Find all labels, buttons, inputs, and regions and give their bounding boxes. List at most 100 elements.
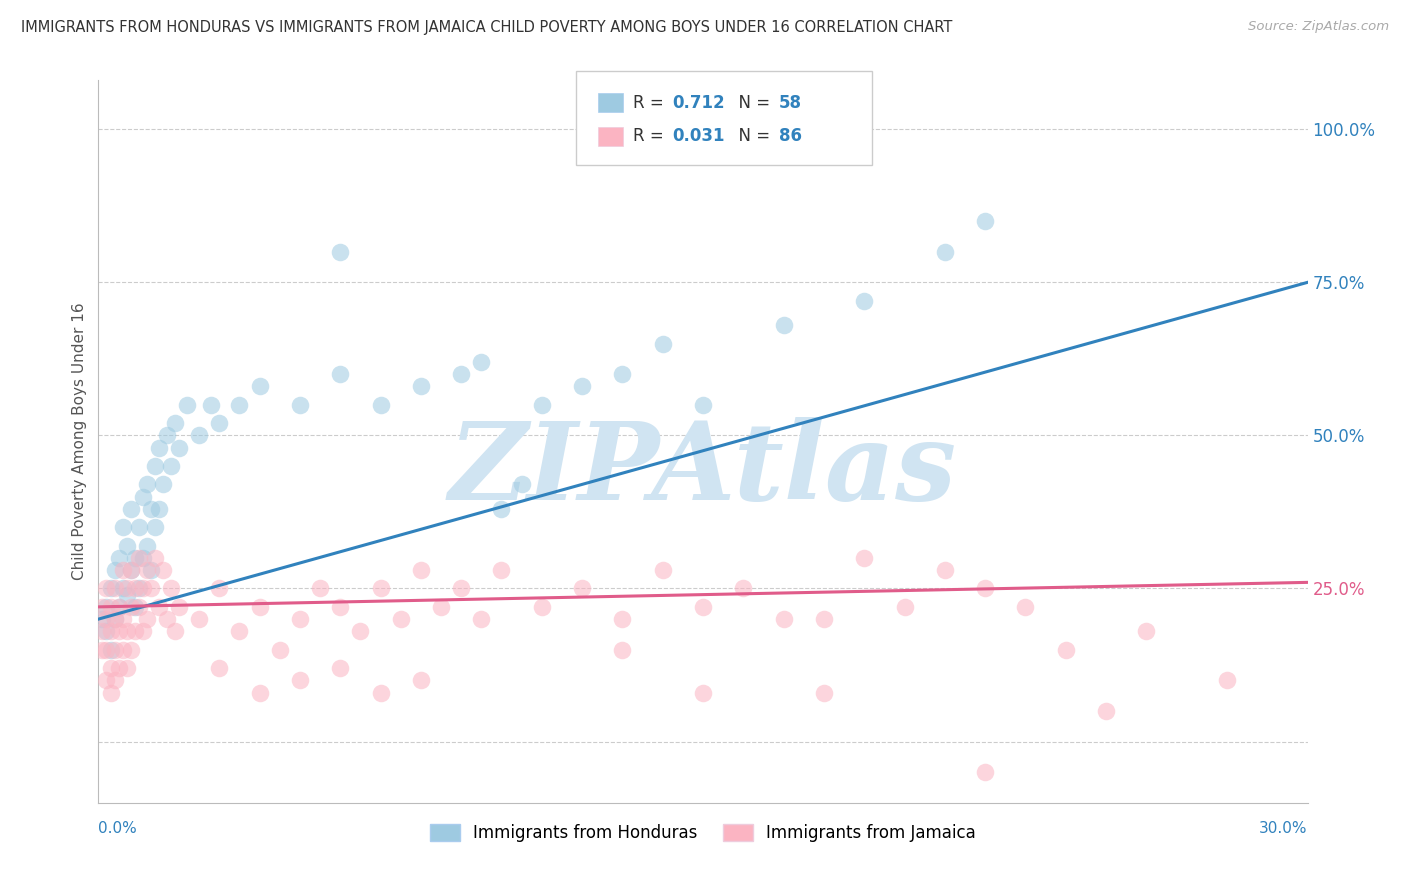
Point	[450, 367, 472, 381]
Y-axis label: Child Poverty Among Boys Under 16: Child Poverty Among Boys Under 16	[72, 302, 87, 581]
Point	[100, 599, 122, 614]
Text: 0.712: 0.712	[672, 94, 724, 112]
Point	[167, 599, 190, 614]
Point	[370, 582, 392, 596]
Point	[128, 599, 150, 614]
Point	[96, 624, 118, 639]
Point	[491, 502, 513, 516]
Text: 0.031: 0.031	[672, 128, 724, 145]
Text: R =: R =	[633, 94, 669, 112]
Point	[115, 661, 138, 675]
Point	[208, 661, 231, 675]
Point	[208, 582, 231, 596]
Point	[100, 661, 122, 675]
Point	[692, 685, 714, 699]
Point	[96, 582, 118, 596]
Point	[120, 502, 142, 516]
Point	[132, 550, 155, 565]
Point	[135, 477, 157, 491]
Point	[163, 416, 186, 430]
Text: IMMIGRANTS FROM HONDURAS VS IMMIGRANTS FROM JAMAICA CHILD POVERTY AMONG BOYS UND: IMMIGRANTS FROM HONDURAS VS IMMIGRANTS F…	[21, 20, 952, 35]
Point	[470, 612, 492, 626]
Text: 0.0%: 0.0%	[98, 822, 138, 837]
Point	[100, 582, 122, 596]
Point	[128, 520, 150, 534]
Point	[91, 624, 114, 639]
Point	[156, 428, 179, 442]
Text: 86: 86	[779, 128, 801, 145]
Point	[772, 612, 794, 626]
Point	[1054, 642, 1077, 657]
Point	[249, 379, 271, 393]
Point	[135, 539, 157, 553]
Point	[143, 550, 166, 565]
Point	[103, 673, 125, 688]
Point	[152, 563, 174, 577]
Point	[651, 563, 673, 577]
Text: ZIPAtlas: ZIPAtlas	[449, 417, 957, 524]
Point	[1135, 624, 1157, 639]
Point	[120, 563, 142, 577]
Point	[143, 458, 166, 473]
Point	[128, 582, 150, 596]
Point	[103, 563, 125, 577]
Point	[111, 642, 134, 657]
Point	[329, 599, 352, 614]
Point	[96, 612, 118, 626]
Point	[91, 642, 114, 657]
Point	[430, 599, 453, 614]
Point	[124, 624, 146, 639]
Point	[853, 293, 876, 308]
Point	[120, 599, 142, 614]
Point	[100, 624, 122, 639]
Point	[228, 398, 250, 412]
Point	[571, 379, 593, 393]
Point	[124, 599, 146, 614]
Point	[692, 599, 714, 614]
Text: N =: N =	[728, 128, 776, 145]
Point	[143, 520, 166, 534]
Point	[409, 673, 432, 688]
Point	[107, 661, 129, 675]
Point	[103, 642, 125, 657]
Point	[571, 582, 593, 596]
Point	[853, 550, 876, 565]
Point	[103, 612, 125, 626]
Point	[228, 624, 250, 639]
Point	[148, 502, 170, 516]
Point	[96, 673, 118, 688]
Point	[470, 355, 492, 369]
Point	[733, 582, 755, 596]
Point	[288, 673, 311, 688]
Point	[491, 563, 513, 577]
Point	[135, 563, 157, 577]
Point	[288, 612, 311, 626]
Point	[139, 582, 162, 596]
Point	[349, 624, 371, 639]
Point	[124, 550, 146, 565]
Point	[409, 563, 432, 577]
Point	[974, 214, 997, 228]
Point	[111, 612, 134, 626]
Point	[115, 582, 138, 596]
Text: R =: R =	[633, 128, 669, 145]
Point	[148, 441, 170, 455]
Point	[139, 502, 162, 516]
Point	[111, 520, 134, 534]
Point	[1216, 673, 1239, 688]
Text: 58: 58	[779, 94, 801, 112]
Point	[309, 582, 332, 596]
Point	[1095, 704, 1118, 718]
Point	[103, 582, 125, 596]
Point	[148, 599, 170, 614]
Point	[813, 612, 835, 626]
Point	[249, 685, 271, 699]
Point	[167, 441, 190, 455]
Point	[692, 398, 714, 412]
Point	[269, 642, 291, 657]
Point	[974, 582, 997, 596]
Point	[91, 612, 114, 626]
Point	[120, 563, 142, 577]
Point	[96, 599, 118, 614]
Point	[450, 582, 472, 596]
